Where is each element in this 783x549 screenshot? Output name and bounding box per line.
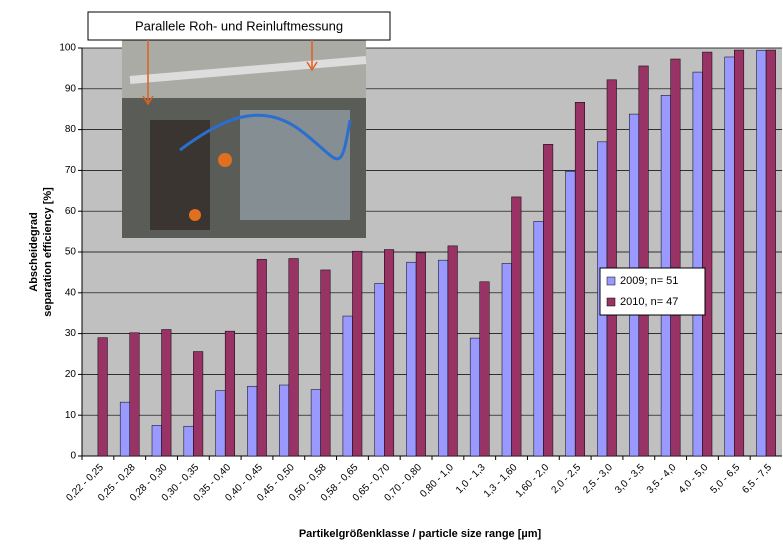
y-tick-label: 90 <box>65 83 77 94</box>
bar <box>543 144 554 457</box>
bar <box>670 58 681 457</box>
bar <box>256 259 267 457</box>
bar <box>374 283 385 457</box>
annotation-arrow <box>306 40 318 72</box>
y-tick-label: 0 <box>70 451 76 462</box>
bar <box>151 425 162 457</box>
legend: 2009; n= 51 2010, n= 47 <box>599 267 706 316</box>
y-tick-label: 100 <box>59 43 76 54</box>
bar <box>320 269 331 457</box>
bar <box>756 50 767 457</box>
bar <box>279 384 290 457</box>
bar <box>183 425 194 457</box>
bar <box>288 258 299 457</box>
legend-box <box>599 267 706 316</box>
bar <box>352 250 363 457</box>
bar <box>511 196 522 457</box>
bar <box>215 390 226 457</box>
y-axis-title: Abscheidegrad <box>28 212 40 291</box>
bar <box>724 56 735 457</box>
x-tick-label: 2,5 - 3,0 <box>581 462 615 496</box>
bar <box>384 249 395 457</box>
x-tick-label: 4,0 - 5,0 <box>677 462 711 496</box>
bar <box>447 245 458 457</box>
bar <box>438 259 449 457</box>
bar <box>702 51 713 457</box>
x-tick-label: 1,60 - 2,0 <box>514 462 552 500</box>
y-axis-title: separation efficiency [%] <box>42 187 54 317</box>
bar <box>638 65 649 457</box>
y-tick-label: 80 <box>65 124 77 135</box>
bar <box>765 49 776 457</box>
bar <box>692 71 703 457</box>
bar <box>469 337 480 457</box>
bar <box>119 401 130 457</box>
y-tick-label: 20 <box>65 369 77 380</box>
bar <box>479 281 490 457</box>
bar <box>574 102 585 457</box>
annotation-arrow <box>142 40 154 106</box>
x-tick-label: 5,0 - 6,5 <box>709 462 743 496</box>
bar <box>97 337 108 457</box>
legend-label: 2010, n= 47 <box>620 296 678 308</box>
y-tick-label: 40 <box>65 287 77 298</box>
x-tick-label: 1,3 - 1,60 <box>482 462 520 500</box>
x-tick-label: 3,0 - 3,5 <box>613 462 647 496</box>
bar <box>247 385 258 457</box>
bar <box>161 329 172 457</box>
legend-swatch <box>606 276 616 286</box>
bar <box>565 170 576 457</box>
bar <box>310 389 321 457</box>
legend-swatch <box>606 297 616 307</box>
bar <box>342 315 353 457</box>
x-tick-label: 3,5 - 4,0 <box>645 462 679 496</box>
legend-label: 2009; n= 51 <box>620 275 678 287</box>
y-tick-label: 70 <box>65 165 77 176</box>
x-tick-label: 6,5 - 7,5 <box>740 462 774 496</box>
x-tick-label: 2,0 - 2,5 <box>549 462 583 496</box>
bar <box>501 263 512 457</box>
y-tick-label: 30 <box>65 328 77 339</box>
bar <box>734 49 745 457</box>
bar <box>406 261 417 457</box>
bar <box>193 351 204 457</box>
photo-inset <box>122 38 367 238</box>
bar <box>533 221 544 457</box>
x-tick-label: 0,80 - 1,0 <box>418 462 456 500</box>
y-tick-label: 60 <box>65 206 77 217</box>
y-tick-label: 50 <box>65 247 77 258</box>
bar <box>224 330 235 457</box>
annotation-box <box>87 11 391 41</box>
annotation: Parallele Roh- und Reinluftmessung <box>135 18 343 33</box>
bar <box>129 332 140 457</box>
y-tick-label: 10 <box>65 410 77 421</box>
x-axis-title: Partikelgrößenklasse / particle size ran… <box>299 528 542 540</box>
bar <box>415 252 426 457</box>
